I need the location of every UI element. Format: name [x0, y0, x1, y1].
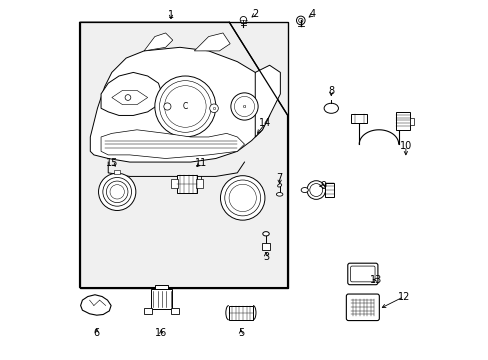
Bar	[171, 179, 178, 188]
Bar	[409, 118, 413, 125]
Polygon shape	[255, 65, 280, 137]
Circle shape	[102, 177, 131, 206]
Text: 9: 9	[320, 181, 326, 191]
Text: 16: 16	[155, 328, 167, 338]
Circle shape	[228, 184, 256, 212]
Circle shape	[298, 18, 303, 23]
Bar	[170, 308, 178, 315]
Text: 14: 14	[259, 118, 271, 128]
Text: 8: 8	[327, 86, 334, 96]
Text: 4: 4	[309, 9, 315, 19]
Circle shape	[159, 81, 211, 132]
Text: 11: 11	[194, 158, 206, 168]
Bar	[155, 285, 167, 289]
Text: C: C	[183, 102, 187, 111]
Bar	[395, 112, 409, 130]
Text: 3: 3	[263, 252, 268, 262]
Text: 10: 10	[399, 141, 411, 151]
Ellipse shape	[262, 231, 269, 236]
Text: 13: 13	[369, 275, 382, 285]
Polygon shape	[101, 72, 162, 116]
Circle shape	[309, 184, 322, 197]
Circle shape	[220, 176, 264, 220]
Text: 7: 7	[276, 173, 282, 183]
Bar	[228, 306, 253, 320]
Bar	[80, 22, 287, 288]
Text: 15: 15	[105, 158, 118, 168]
FancyBboxPatch shape	[346, 294, 379, 320]
Ellipse shape	[324, 103, 338, 113]
Text: 6: 6	[94, 328, 100, 338]
FancyBboxPatch shape	[347, 263, 377, 285]
Polygon shape	[81, 295, 111, 315]
Text: 2: 2	[252, 9, 258, 19]
Text: 12: 12	[397, 292, 409, 302]
Bar	[177, 175, 197, 193]
Circle shape	[99, 173, 136, 211]
Circle shape	[209, 104, 218, 113]
Circle shape	[230, 93, 258, 120]
Polygon shape	[351, 114, 366, 123]
Circle shape	[164, 86, 206, 127]
Text: 5: 5	[237, 328, 244, 338]
Polygon shape	[194, 33, 230, 51]
Text: o: o	[243, 104, 245, 109]
Ellipse shape	[301, 188, 308, 193]
Polygon shape	[101, 130, 244, 158]
Circle shape	[125, 95, 131, 100]
Polygon shape	[90, 47, 269, 162]
FancyBboxPatch shape	[350, 266, 374, 282]
Ellipse shape	[276, 193, 282, 196]
Bar	[114, 170, 120, 174]
Circle shape	[296, 16, 305, 25]
Bar	[324, 183, 333, 197]
Circle shape	[306, 181, 325, 199]
Polygon shape	[112, 90, 147, 105]
Bar	[262, 243, 269, 250]
Polygon shape	[144, 33, 172, 51]
Bar	[144, 308, 152, 315]
Polygon shape	[80, 22, 287, 288]
Circle shape	[110, 185, 124, 199]
Circle shape	[163, 103, 171, 110]
Ellipse shape	[277, 184, 281, 187]
Bar	[196, 179, 203, 188]
Circle shape	[240, 17, 246, 23]
Circle shape	[106, 181, 128, 203]
Text: o: o	[212, 106, 215, 111]
Bar	[80, 22, 287, 288]
Circle shape	[155, 76, 215, 137]
Bar	[150, 289, 172, 309]
Circle shape	[224, 180, 260, 216]
Circle shape	[234, 96, 254, 117]
Text: 1: 1	[167, 10, 174, 20]
